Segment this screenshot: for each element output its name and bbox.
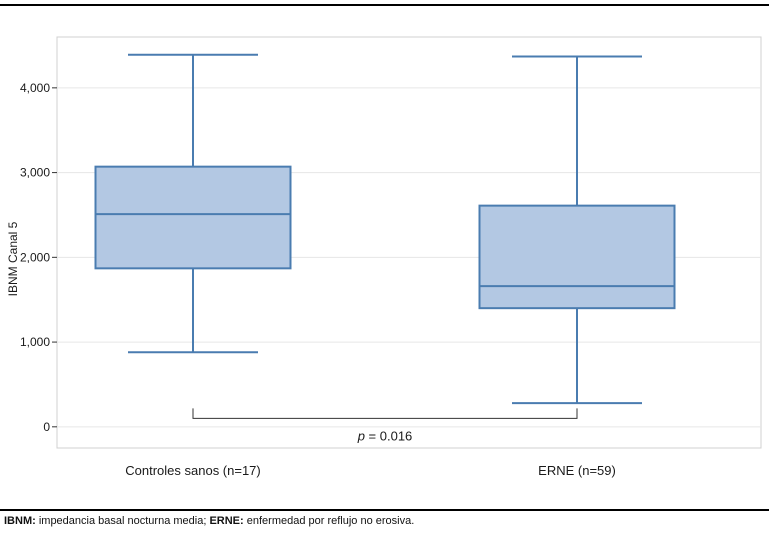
y-tick-label: 2,000 bbox=[20, 250, 50, 264]
y-tick-label: 1,000 bbox=[20, 335, 50, 349]
significance-annotation: p = 0.016 bbox=[192, 408, 578, 443]
y-axis-label: IBNM Canal 5 bbox=[6, 221, 20, 296]
significance-bracket bbox=[192, 408, 578, 419]
boxes: Controles sanos (n=17) ERNE (n=59) bbox=[94, 53, 676, 478]
box-group bbox=[478, 55, 676, 405]
p-symbol: p bbox=[357, 428, 365, 443]
p-value-label: p = 0.016 bbox=[357, 428, 413, 443]
footnote-def-ibnm: impedancia basal nocturna media; bbox=[35, 515, 210, 527]
iqr-box bbox=[94, 165, 292, 270]
y-axis: 0 1,000 2,000 3,000 4,000 bbox=[20, 81, 57, 434]
y-tick-label: 4,000 bbox=[20, 81, 50, 95]
category-label: ERNE (n=59) bbox=[538, 463, 616, 478]
footnote-abbr-erne: ERNE: bbox=[209, 515, 244, 527]
iqr-box bbox=[478, 204, 676, 310]
box-plot-chart: 0 1,000 2,000 3,000 4,000 Controles sanos (n… bbox=[6, 36, 762, 478]
top-rule bbox=[0, 4, 769, 6]
box-group bbox=[94, 53, 292, 354]
bottom-rule bbox=[0, 509, 769, 511]
footnote: IBNM: impedancia basal nocturna media; E… bbox=[4, 515, 414, 527]
footnote-abbr-ibnm: IBNM: bbox=[4, 515, 36, 527]
y-tick-label: 0 bbox=[43, 420, 50, 434]
category-label: Controles sanos (n=17) bbox=[125, 463, 261, 478]
footnote-def-erne: enfermedad por reflujo no erosiva. bbox=[243, 515, 415, 527]
p-value: = 0.016 bbox=[365, 428, 412, 443]
y-tick-label: 3,000 bbox=[20, 166, 50, 180]
